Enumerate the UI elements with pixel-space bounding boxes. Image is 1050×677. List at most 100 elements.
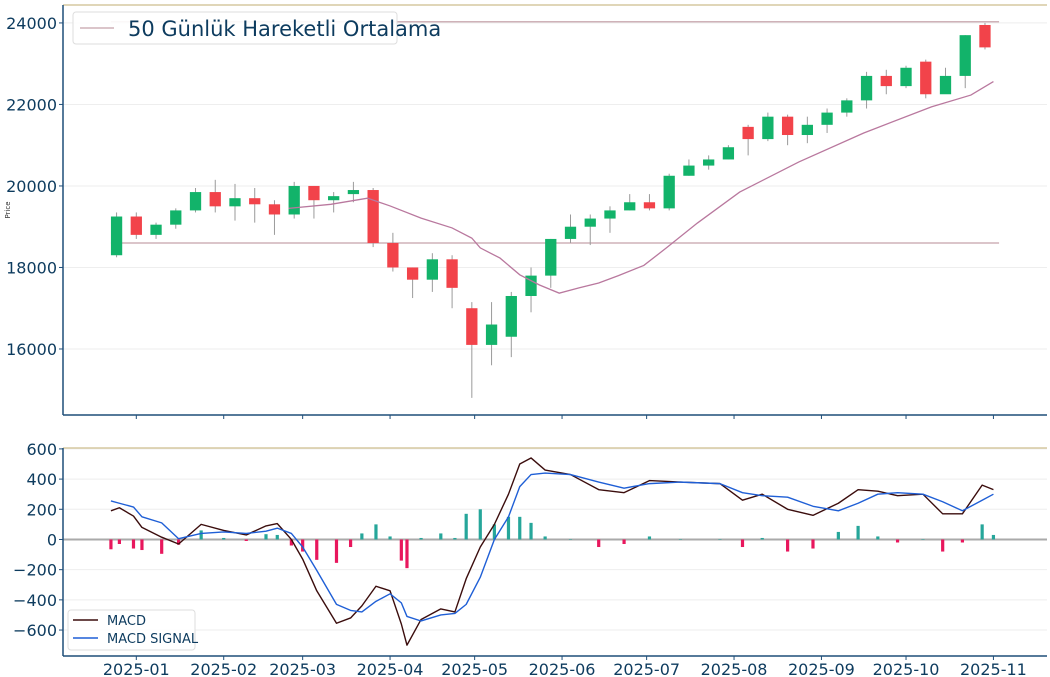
candle-up <box>959 35 971 76</box>
candle-up <box>703 159 715 166</box>
moving-average-line <box>288 81 994 294</box>
candle-down <box>466 308 478 345</box>
histogram-bar-positive <box>518 516 522 540</box>
candle-up <box>347 190 360 195</box>
candle-up <box>939 75 952 95</box>
histogram-bar-positive <box>419 537 423 540</box>
histogram-bar-negative <box>117 539 121 544</box>
candle-down <box>781 116 794 136</box>
x-tick-label: 2025-10 <box>873 660 940 677</box>
histogram-bar-positive <box>464 513 468 540</box>
x-tick-label: 2025-06 <box>529 660 596 677</box>
histogram-bar-negative <box>244 539 248 541</box>
macd-tick-label: 0 <box>47 530 57 549</box>
macd-tick-label: 200 <box>26 500 57 519</box>
histogram-bar-negative <box>960 539 965 543</box>
candle-up <box>485 324 498 345</box>
histogram-bar-positive <box>856 525 860 540</box>
candle-up <box>900 67 912 87</box>
macd-panel: −600 −400 −200 0 200 400 600 2025-01 2025-02 2025… <box>13 440 1047 677</box>
x-tick-label: 2025-09 <box>788 660 855 677</box>
candle-up <box>150 224 162 235</box>
candle-up <box>683 165 695 176</box>
candle-down <box>446 259 458 288</box>
candle-up <box>762 116 774 140</box>
histogram-bar-positive <box>568 539 573 540</box>
candle-up <box>821 112 833 125</box>
histogram-bar-negative <box>131 539 136 549</box>
candle-down <box>130 216 142 235</box>
price-tick-label: 16000 <box>6 340 57 359</box>
histogram-bar-positive <box>492 524 496 540</box>
price-panel: 16000 18000 20000 22000 24000 <box>6 4 1047 419</box>
candle-down <box>979 24 991 48</box>
candle-up <box>860 75 873 101</box>
macd-signal-line <box>110 472 994 622</box>
macd-tick-label: −600 <box>13 621 57 640</box>
candle-up <box>841 100 853 113</box>
candle-down <box>249 198 261 205</box>
histogram-bar-positive <box>921 539 925 540</box>
histogram-bar-negative <box>176 539 181 545</box>
histogram-bar-negative <box>740 539 745 548</box>
candle-up <box>525 275 537 296</box>
price-tick-label: 22000 <box>6 95 57 114</box>
price-tick-label: 18000 <box>6 258 57 277</box>
histogram-bar-positive <box>876 536 880 540</box>
histogram-bar-negative <box>405 539 409 569</box>
candle-up <box>288 185 300 215</box>
candle-up <box>584 218 596 227</box>
histogram-bar-negative <box>941 539 945 552</box>
macd-tick-label: −400 <box>13 591 57 610</box>
histogram-bar-positive <box>760 537 764 540</box>
candle-up <box>229 198 241 207</box>
histogram-bar-negative <box>109 539 113 550</box>
macd-legend-label: MACD <box>107 614 146 629</box>
x-tick-label: 2025-07 <box>613 660 680 677</box>
histogram-bar-negative <box>399 539 403 561</box>
histogram-bar-negative <box>334 539 339 563</box>
price-legend: 50 Günlük Hareketli Ortalama <box>72 11 441 45</box>
ma-legend-label: 50 Günlük Hareketli Ortalama <box>128 17 441 41</box>
histogram-bar-negative <box>301 539 305 552</box>
histogram-bar-positive <box>374 524 378 540</box>
macd-legend-box <box>67 609 196 651</box>
macd-line <box>110 457 994 646</box>
histogram-bar-positive <box>529 522 533 540</box>
histogram-bar-positive <box>275 534 279 540</box>
histogram-bar-negative <box>811 539 815 549</box>
candle-up <box>624 202 636 211</box>
candle-up <box>801 124 813 136</box>
x-tick-label: 2025-04 <box>357 660 424 677</box>
x-tick-label: 2025-05 <box>441 660 508 677</box>
histogram-bar-positive <box>453 537 457 540</box>
candle-up <box>564 226 577 239</box>
candle-up <box>505 295 517 337</box>
histogram-bar-positive <box>264 534 268 540</box>
candle-down <box>387 243 399 268</box>
price-tick-label: 24000 <box>6 14 57 33</box>
histogram-bar-negative <box>289 539 293 546</box>
candle-down <box>643 202 656 209</box>
candle-up <box>170 210 182 225</box>
x-tick-label: 2025-03 <box>269 660 336 677</box>
candle-down <box>920 61 932 95</box>
histogram-bar-positive <box>678 539 683 540</box>
price-legend-box <box>72 11 398 45</box>
histogram-bar-negative <box>348 539 353 548</box>
histogram-bar-positive <box>647 536 652 540</box>
candle-up <box>604 210 616 219</box>
x-tick-label: 2025-01 <box>103 660 170 677</box>
histogram-bar-positive <box>478 509 482 540</box>
x-tick-label: 2025-02 <box>190 660 257 677</box>
macd-tick-label: −200 <box>13 561 57 580</box>
histogram-bar-negative <box>622 539 626 544</box>
candle-down <box>880 75 892 87</box>
candle-down <box>406 267 419 280</box>
histogram-bar-negative <box>597 539 601 548</box>
x-tick-label: 2025-11 <box>960 660 1027 677</box>
histogram-bar-positive <box>543 536 547 540</box>
candle-down <box>308 185 320 201</box>
candle-down <box>367 190 379 244</box>
